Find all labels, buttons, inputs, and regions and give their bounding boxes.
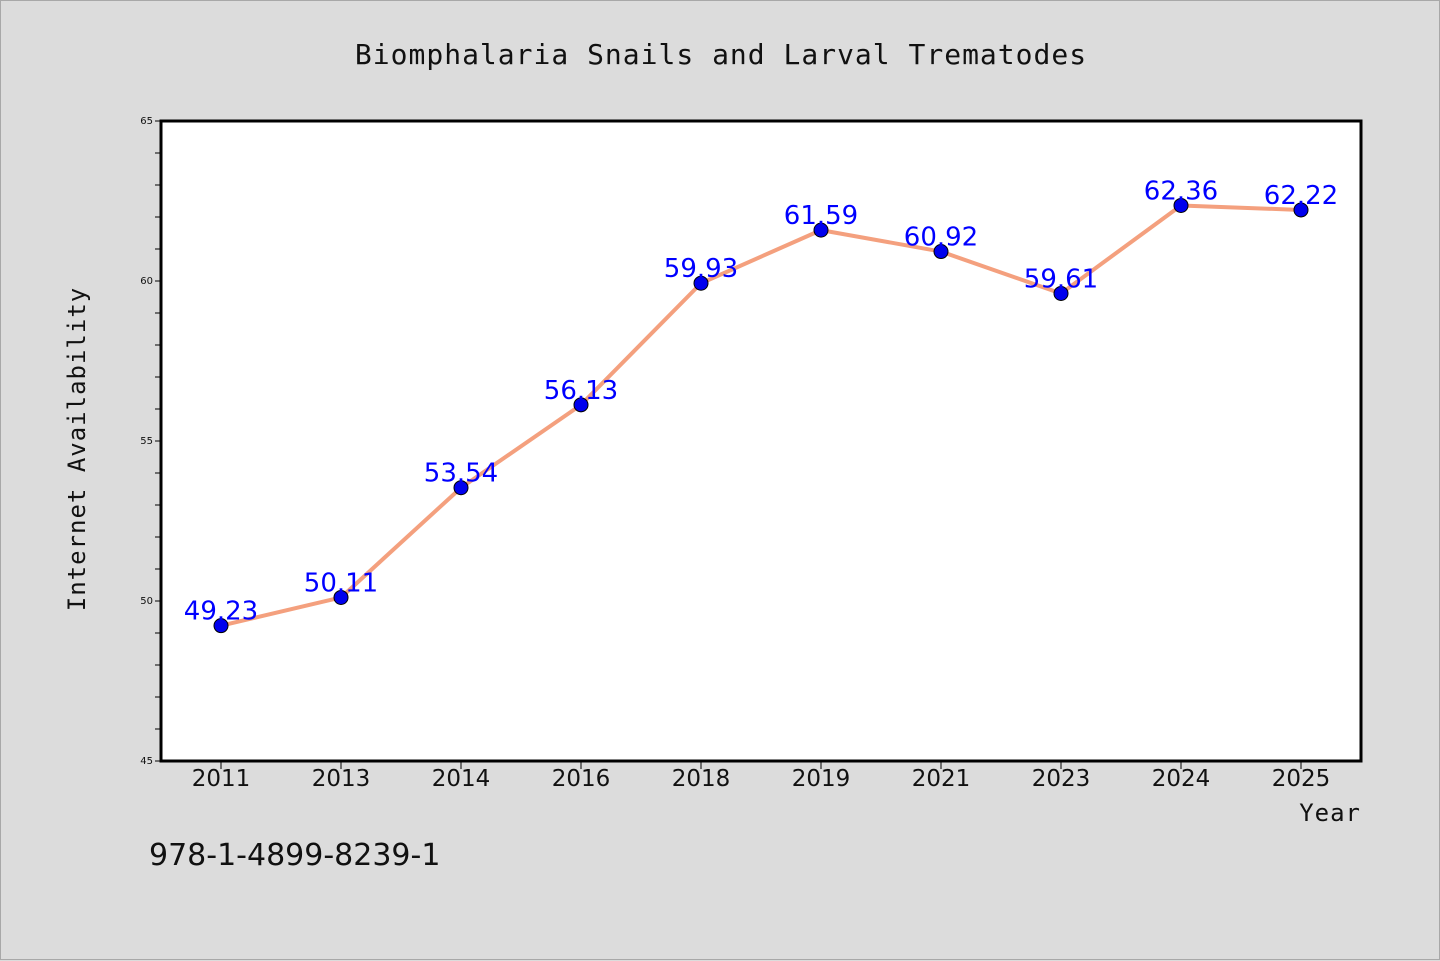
x-tick-label: 2024: [1152, 766, 1211, 792]
footer-code: 978-1-4899-8239-1: [149, 838, 440, 873]
x-axis-ticks: 2011 2013 2014 2016 2018 2019 2021 2023 2024 2025: [192, 761, 1331, 792]
x-tick-label: 2021: [912, 766, 971, 792]
data-label: 59.93: [664, 254, 738, 284]
plot-area: [159, 119, 1363, 763]
data-label: 59.61: [1024, 264, 1098, 294]
y-tick-label: 55: [140, 436, 153, 447]
data-label: 56.13: [544, 376, 618, 406]
x-axis-label: Year: [1299, 799, 1361, 827]
x-tick-label: 2016: [552, 766, 611, 792]
x-tick-label: 2011: [192, 766, 251, 792]
y-tick-label: 60: [140, 276, 153, 287]
data-point: [933, 244, 949, 260]
data-point: [1053, 285, 1069, 301]
data-label: 61.59: [784, 201, 858, 231]
x-tick-label: 2013: [312, 766, 371, 792]
y-tick-label: 65: [140, 116, 153, 127]
data-label: 53.54: [424, 459, 498, 489]
data-label: 49.23: [184, 597, 258, 627]
y-tick-label: 50: [140, 596, 153, 607]
data-point: [693, 275, 709, 291]
x-tick-label: 2019: [792, 766, 851, 792]
y-tick-label: 45: [140, 756, 153, 767]
series-line: [220, 203, 1302, 628]
y-axis-label: Internet Availability: [63, 287, 91, 611]
data-point: [333, 589, 349, 605]
data-series: 49.23 50.11 53.54 56.13 59.93 61.59 60.92 59.61…: [184, 176, 1338, 634]
y-axis-ticks: 45 50 55 60 65: [140, 116, 161, 767]
chart-title: Biomphalaria Snails and Larval Trematode…: [355, 38, 1087, 71]
data-point: [213, 618, 229, 634]
data-label: 60.92: [904, 223, 978, 253]
data-label: 62.36: [1144, 176, 1218, 206]
x-tick-label: 2025: [1272, 766, 1331, 792]
data-label: 62.22: [1264, 181, 1338, 211]
x-tick-label: 2023: [1032, 766, 1091, 792]
x-tick-label: 2018: [672, 766, 731, 792]
x-tick-label: 2014: [432, 766, 491, 792]
data-point: [1173, 197, 1189, 213]
data-point: [1293, 202, 1309, 218]
data-point: [573, 397, 589, 413]
data-point: [453, 480, 469, 496]
data-point: [813, 222, 829, 238]
data-label: 50.11: [304, 568, 378, 598]
